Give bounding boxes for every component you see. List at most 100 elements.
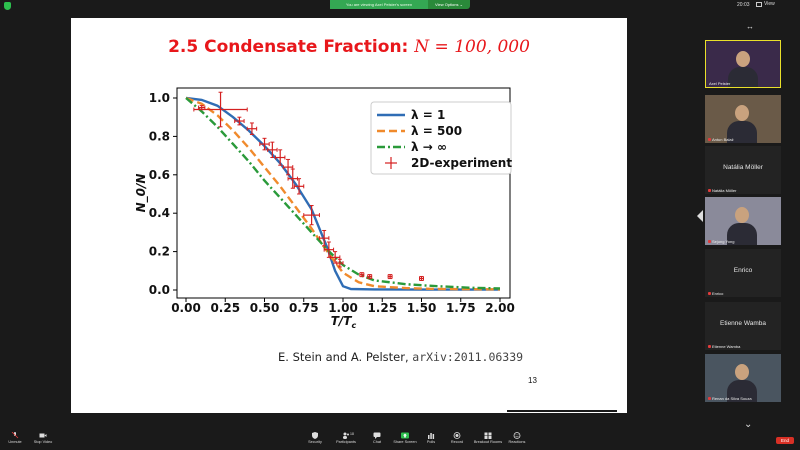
collapse-gallery-icon[interactable]: ↔ [746,22,754,31]
participant-video [706,41,780,87]
view-button[interactable]: View [756,1,775,7]
participant-name-label: Axel Pelster [709,81,730,86]
security-button[interactable]: Security [300,432,330,444]
view-options-menu[interactable]: View Options ⌄ [435,2,463,7]
polls-button[interactable]: Polls [416,432,446,444]
legend-label: λ → ∞ [411,140,447,154]
muted-mic-icon [708,138,711,141]
x-tick-label: 1.50 [407,301,437,315]
grid-view-icon [756,1,762,7]
experiment-point [234,116,245,126]
participant-tile[interactable]: Enrico Enrico [705,249,781,297]
share-screen-label: Share Screen [393,440,417,444]
record-button[interactable]: Record [442,432,472,444]
participant-name-label: Sejung Yong [708,239,734,244]
stop-video-label: Stop Video [33,440,53,444]
chart-axes: 0.00 0.25 0.50 0.75 1.00 1.25 1.50 1.75 2.00 0.0 0… [134,87,515,330]
participant-tile[interactable]: Axel Pelster [705,40,781,88]
legend-box [370,101,512,175]
slide-page-number: 13 [528,376,537,385]
experiment-point [318,229,330,247]
polls-label: Polls [426,440,436,444]
participant-tile[interactable]: Etienne Wamba Etienne Wamba [705,302,781,350]
series-line [185,96,500,291]
series-line [185,96,501,291]
citation-authors: E. Stein and A. Pelster, [278,350,413,364]
share-screen-button[interactable]: Share Screen [390,432,420,444]
gallery-chevron-down-icon[interactable]: ⌄ [744,419,753,430]
top-bar: You are viewing Axel Pelster's screen Vi… [0,0,800,12]
x-tick-label: 0.50 [250,301,280,315]
participants-button[interactable]: Participants 18 [331,432,361,444]
record-icon [453,432,461,439]
participant-body [728,67,758,87]
participant-body [727,380,757,402]
experiment-point [303,205,320,226]
unmute-button[interactable]: Unmute [0,432,30,444]
video-camera-icon [39,433,47,438]
share-screen-icon [401,432,409,439]
experiment-point [293,178,305,195]
participant-name-text: Renan da Silva Souza [712,396,752,401]
muted-mic-icon [708,292,711,295]
breakout-rooms-button[interactable]: Breakout Rooms [473,432,503,444]
participant-name-label: Natália Möller [708,188,736,193]
chart-legend: λ = 1 λ = 500 λ → ∞ 2D-experiment [370,101,512,175]
participant-name-label: Antun Balaž [708,137,734,142]
slide-title: 2.5 Condensate Fraction: N = 100, 000 [71,37,627,57]
participant-tile[interactable]: Natália Möller Natália Möller [705,146,781,194]
participant-center-name: Enrico [733,267,753,274]
participant-center-name: Natália Möller [723,164,763,171]
citation-arxiv: arXiv:2011.06339 [412,350,524,364]
x-tick-label: 1.25 [367,301,397,315]
stop-video-button[interactable]: Stop Video [28,432,58,444]
participant-video [705,197,781,245]
participant-silhouette [736,51,750,67]
participants-count-badge: 18 [350,432,354,436]
participant-body [727,223,757,245]
experiment-point [193,91,248,128]
experiment-point [267,141,278,159]
end-meeting-button[interactable]: End [776,437,794,444]
legend-label: λ = 1 [411,108,445,122]
legend-label: λ = 500 [411,124,462,138]
share-status-text: You are viewing Axel Pelster's screen [330,0,428,9]
participant-silhouette [735,105,749,121]
polls-icon [428,433,435,439]
participant-name-text: Antun Balaž [712,137,734,142]
participant-body [727,121,757,143]
participant-video [705,354,781,402]
security-shield-icon [312,432,318,439]
chat-bubble-icon [373,432,381,439]
participant-name-text: Enrico [712,291,724,296]
security-label: Security [308,440,322,444]
reactions-button[interactable]: Reactions [502,432,532,444]
participant-video [705,95,781,143]
chat-button[interactable]: Chat [362,432,392,444]
y-axis-label: N_0/N [134,174,149,213]
x-tick-label: 1.75 [446,301,476,315]
breakout-rooms-label: Breakout Rooms [473,440,503,444]
participants-icon [343,432,349,439]
participants-label: Participants [336,440,356,444]
participant-silhouette [735,207,749,223]
experiment-point [367,274,373,280]
series-line [185,97,501,290]
y-tick-label: 0.4 [149,206,170,220]
participant-tile[interactable]: Antun Balaž [705,95,781,143]
experiment-point [323,241,335,258]
condensate-fraction-chart: 0.00 0.25 0.50 0.75 1.00 1.25 1.50 1.75 2.00 0.0 0… [134,87,515,330]
chart-series [185,96,501,291]
encryption-shield-icon[interactable] [4,2,11,10]
participant-tile[interactable]: Renan da Silva Souza [705,354,781,402]
participant-tile[interactable]: Sejung Yong [705,197,781,245]
experiment-point [336,258,344,268]
participant-silhouette [735,364,749,380]
chat-label: Chat [372,440,382,444]
record-label: Record [450,440,464,444]
reactions-label: Reactions [508,440,526,444]
previous-page-arrow-icon[interactable] [697,210,703,222]
experiment-point [329,251,341,264]
participant-name-label: Renan da Silva Souza [708,396,752,401]
